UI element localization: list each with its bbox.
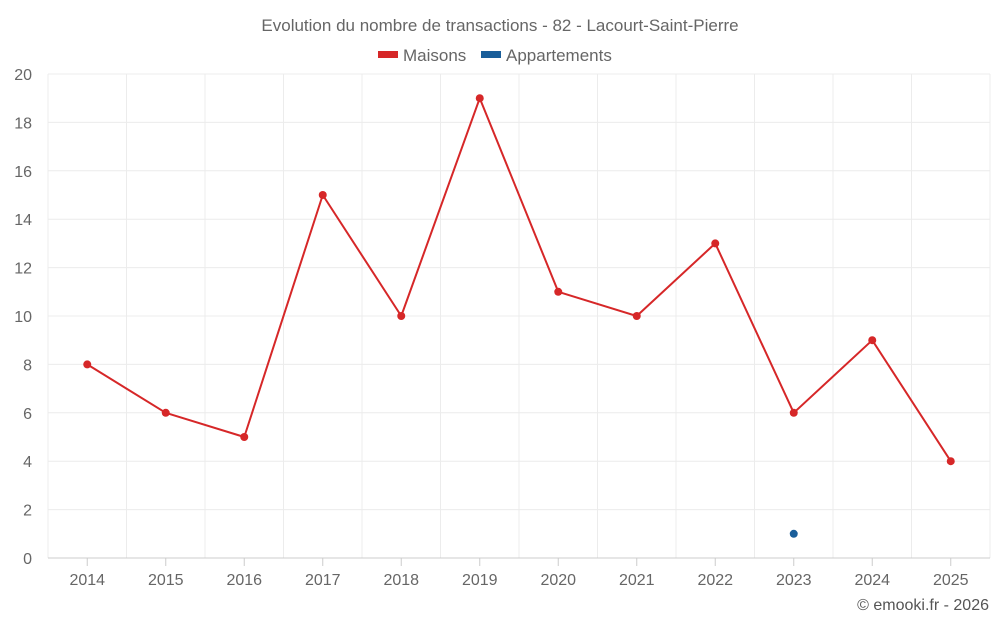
data-point-maisons-2022[interactable]: [711, 239, 720, 248]
data-point-maisons-2025[interactable]: [946, 457, 955, 466]
legend-swatch-maisons: [378, 51, 398, 58]
y-tick-label: 14: [14, 212, 32, 229]
credit-text: © emooki.fr - 2026: [857, 597, 989, 614]
x-tick-label: 2017: [305, 572, 341, 589]
x-tick-label: 2016: [226, 572, 262, 589]
y-tick-label: 0: [23, 551, 32, 568]
y-tick-label: 4: [23, 454, 32, 471]
data-point-appartements-2023[interactable]: [789, 529, 798, 538]
data-point-maisons-2020[interactable]: [554, 287, 563, 296]
legend-label-maisons[interactable]: Maisons: [403, 46, 466, 65]
data-point-maisons-2024[interactable]: [868, 336, 877, 345]
y-axis: 0 2 4 6 8 10 12 14 16 18 20: [14, 67, 32, 568]
x-tick-label: 2018: [383, 572, 419, 589]
data-point-maisons-2019[interactable]: [475, 94, 484, 103]
y-tick-label: 12: [14, 261, 32, 278]
data-point-maisons-2016[interactable]: [240, 433, 249, 441]
y-tick-label: 20: [14, 67, 32, 84]
data-point-maisons-2023[interactable]: [789, 408, 798, 417]
x-tick-label: 2021: [619, 572, 655, 589]
data-point-maisons-2014[interactable]: [83, 360, 92, 369]
x-tick-label: 2014: [69, 572, 105, 589]
data-point-maisons-2018[interactable]: [397, 312, 406, 320]
x-tick-label: 2022: [697, 572, 733, 589]
y-tick-label: 18: [14, 115, 32, 132]
series-line-maisons: [86, 97, 952, 462]
x-tick-label: 2020: [540, 572, 576, 589]
y-tick-label: 6: [23, 406, 32, 423]
x-tick-label: 2015: [148, 572, 184, 589]
legend-swatch-appartements: [481, 51, 501, 58]
x-axis: 2014 2015 2016 2017 2018 2019 2020 2021 2022 2023…: [48, 557, 990, 589]
y-tick-label: 10: [14, 309, 32, 326]
x-tick-label: 2023: [776, 572, 812, 589]
y-tick-label: 2: [23, 503, 32, 520]
x-tick-label: 2019: [462, 572, 498, 589]
grid: [47, 73, 991, 559]
x-tick-label: 2024: [854, 572, 890, 589]
y-tick-label: 8: [23, 357, 32, 374]
data-point-maisons-2015[interactable]: [161, 408, 170, 417]
chart-title: Evolution du nombre de transactions - 82…: [261, 16, 738, 35]
legend: Maisons Appartements: [378, 46, 612, 65]
x-tick-label: 2025: [933, 572, 969, 589]
data-point-maisons-2017[interactable]: [318, 191, 327, 199]
series-layer: [83, 94, 955, 538]
data-point-maisons-2021[interactable]: [632, 312, 641, 320]
legend-label-appartements[interactable]: Appartements: [506, 46, 612, 65]
y-tick-label: 16: [14, 164, 32, 181]
